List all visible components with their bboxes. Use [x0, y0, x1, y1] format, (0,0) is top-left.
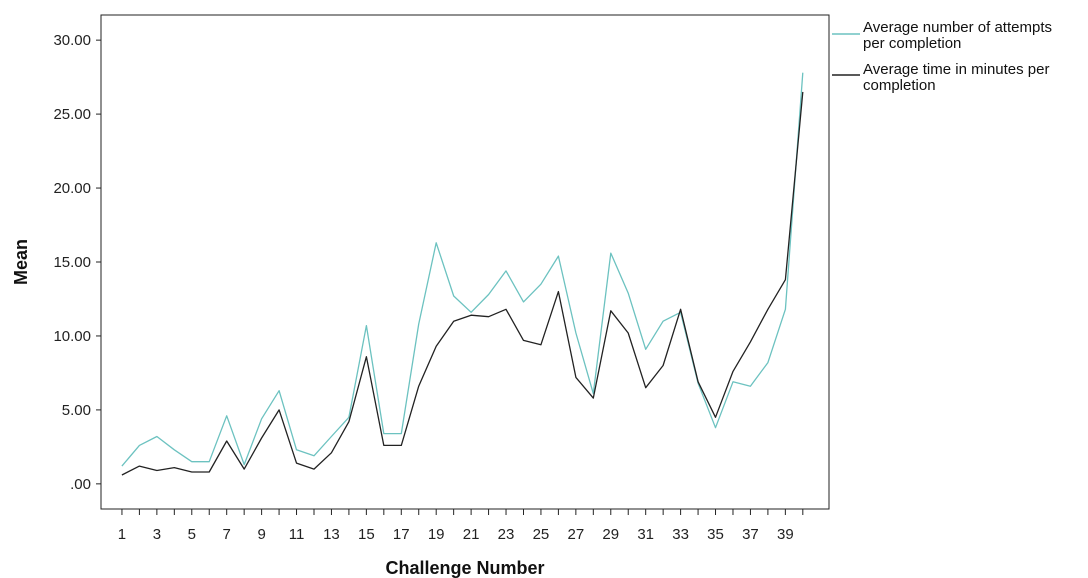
x-tick-label: 35	[707, 526, 724, 543]
y-axis-title: Mean	[11, 239, 31, 285]
x-tick-label: 29	[602, 526, 619, 543]
x-tick-label: 27	[568, 526, 585, 543]
x-tick-label: 7	[223, 526, 231, 543]
x-tick-label: 19	[428, 526, 445, 543]
x-tick-label: 15	[358, 526, 375, 543]
x-tick-label: 25	[533, 526, 550, 543]
x-tick-label: 39	[777, 526, 794, 543]
legend-label-1: Average number of attempts per completion	[863, 19, 1052, 52]
y-tick-label: 5.00	[62, 402, 91, 419]
x-tick-label: 33	[672, 526, 689, 543]
series-line-2	[121, 91, 804, 476]
x-axis-title: Challenge Number	[385, 558, 544, 578]
y-tick-label: 30.00	[53, 32, 91, 49]
x-tick-label: 37	[742, 526, 759, 543]
x-tick-label: 31	[637, 526, 654, 543]
x-tick-label: 3	[153, 526, 161, 543]
x-tick-label: 5	[188, 526, 196, 543]
x-axis: 1 3 5 7 9 11 13 15 17 19 21 23 25 27 29 31 33 35 37 39	[118, 509, 804, 543]
y-tick-label: 20.00	[53, 180, 91, 197]
y-tick-label: .00	[70, 476, 91, 493]
x-tick-label: 11	[289, 526, 305, 543]
legend-label-2: Average time in minutes per completion	[863, 61, 1049, 94]
x-tick-label: 23	[498, 526, 515, 543]
x-tick-label: 9	[257, 526, 265, 543]
x-tick-label: 17	[393, 526, 410, 543]
x-tick-label: 13	[323, 526, 340, 543]
x-tick-label: 1	[118, 526, 126, 543]
legend: Average number of attempts per completion…	[832, 19, 1052, 94]
x-tick-label: 21	[463, 526, 480, 543]
plot-frame	[100, 14, 830, 510]
y-tick-label: 10.00	[53, 328, 91, 345]
series-layer	[121, 72, 804, 476]
y-tick-label: 25.00	[53, 106, 91, 123]
y-tick-label: 15.00	[53, 254, 91, 271]
y-axis: .00 5.00 10.00 15.00 20.00 25.00 30.00	[53, 32, 101, 493]
